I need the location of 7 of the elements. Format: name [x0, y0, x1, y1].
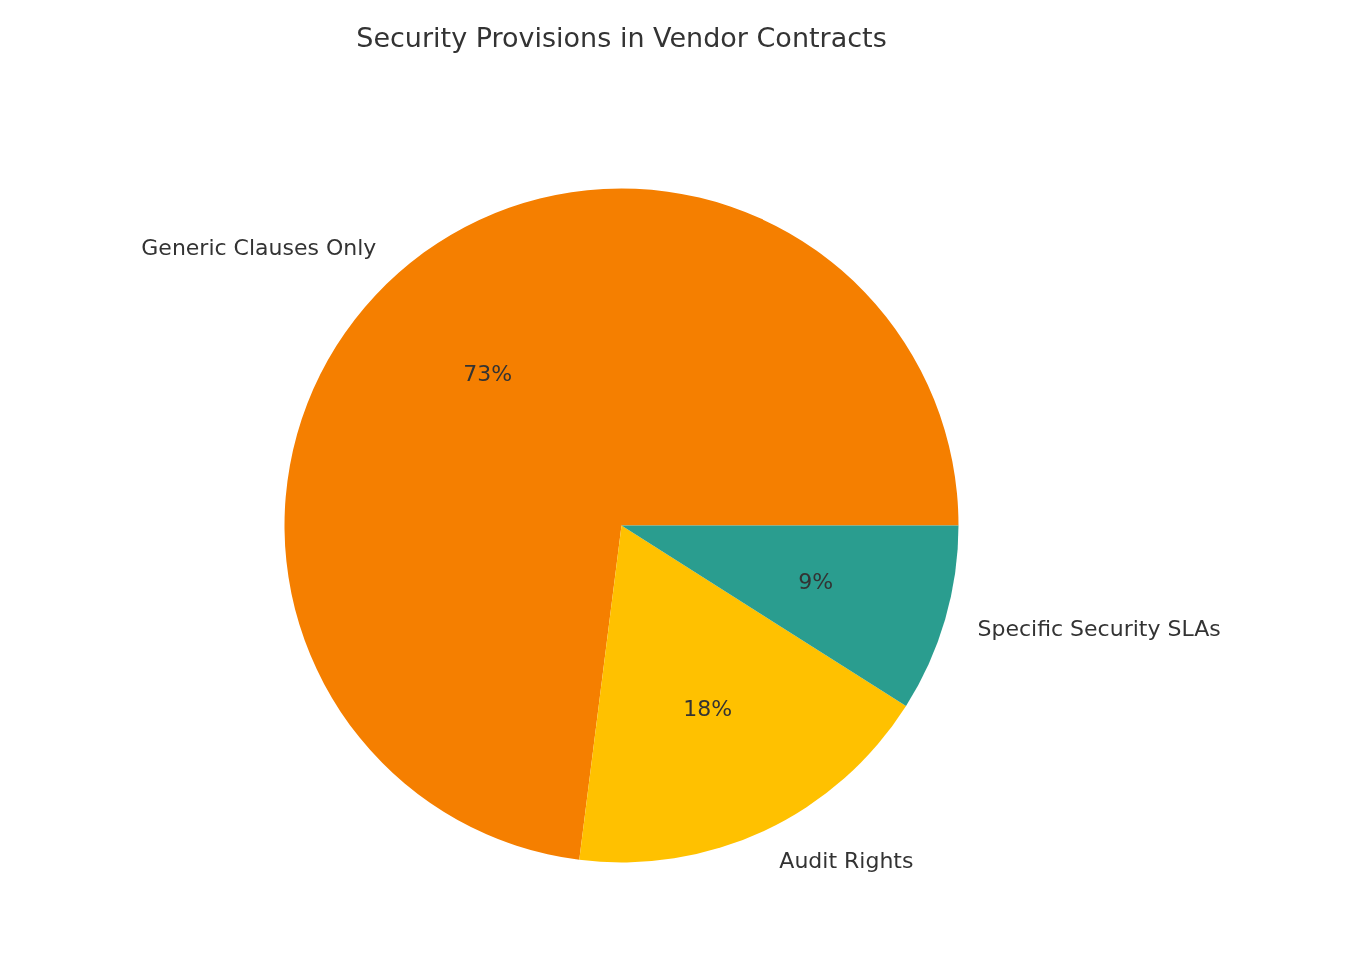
chart-title: Security Provisions in Vendor Contracts [356, 22, 887, 53]
slice-label: Generic Clauses Only [141, 234, 377, 260]
data-label: 18% [683, 695, 733, 721]
data-label: 73% [463, 361, 513, 387]
data-label: 9% [798, 569, 834, 595]
slice-label: Specific Security SLAs [977, 616, 1221, 642]
slice-label: Audit Rights [779, 848, 914, 874]
